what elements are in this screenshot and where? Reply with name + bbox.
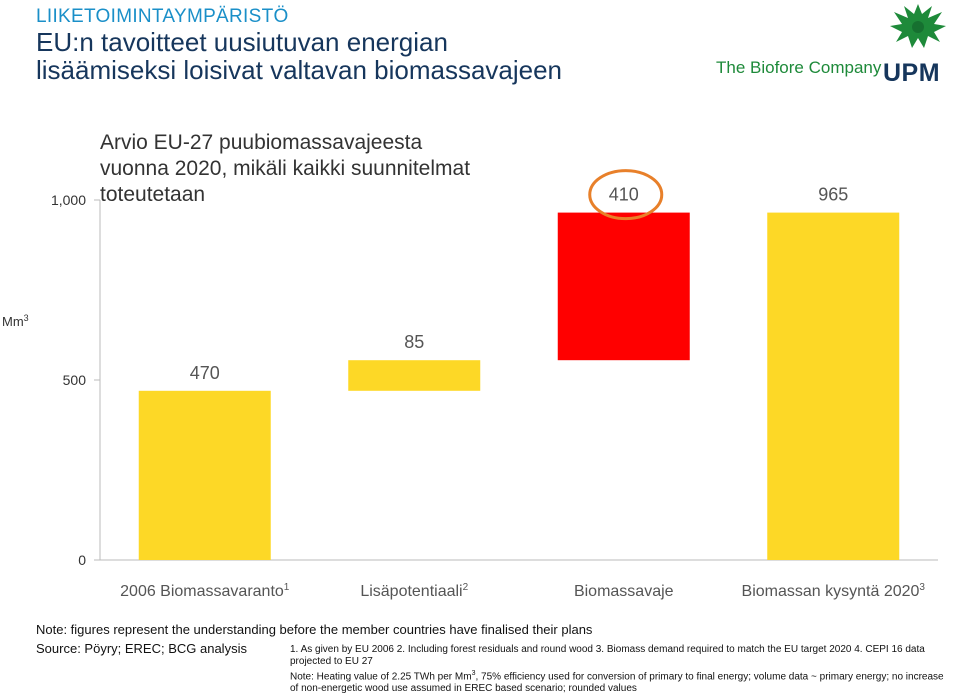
y-tick-label-0: 0 bbox=[78, 552, 86, 568]
bar-0 bbox=[138, 390, 271, 560]
bar-value-label-0: 470 bbox=[190, 363, 220, 383]
page-title-line-2: lisäämiseksi loisivat valtavan biomassav… bbox=[36, 55, 563, 85]
chart-source: Source: Pöyry; EREC; BCG analysis bbox=[36, 641, 247, 656]
footnote-line-2: Note: Heating value of 2.25 TWh per Mm3,… bbox=[290, 670, 944, 695]
y-tick-label-2: 1,000 bbox=[51, 192, 86, 208]
bar-3 bbox=[767, 212, 900, 560]
page-title-line-1: EU:n tavoitteet uusiutuvan energian bbox=[36, 27, 448, 57]
category-label-2: Biomassavaje bbox=[574, 583, 674, 600]
griffin-logo-icon bbox=[888, 2, 948, 59]
chart-title-line-2: vuonna 2020, mikäli kaikki suunnitelmat bbox=[100, 157, 471, 180]
bar-2 bbox=[557, 212, 690, 361]
bar-value-label-1: 85 bbox=[404, 332, 424, 352]
highlight-circle bbox=[588, 169, 664, 221]
chart-title-line-3: toteutetaan bbox=[100, 183, 206, 206]
footnotes: 1. As given by EU 2006 2. Including fore… bbox=[290, 644, 952, 695]
chart-title-line-1: Arvio EU-27 puubiomassavajeesta bbox=[100, 131, 423, 154]
bar-value-label-2: 410 bbox=[609, 185, 639, 205]
footnote-line-1: 1. As given by EU 2006 2. Including fore… bbox=[290, 644, 925, 667]
bar-1 bbox=[348, 360, 481, 391]
category-label-1: Lisäpotentiaali2 bbox=[360, 582, 468, 600]
chart-note: Note: figures represent the understandin… bbox=[36, 622, 593, 637]
chart-title: Arvio EU-27 puubiomassavajeesta vuonna 2… bbox=[100, 130, 470, 208]
category-label-3: Biomassan kysyntä 20203 bbox=[742, 582, 926, 600]
bar-value-label-3: 965 bbox=[818, 185, 848, 205]
brand-tagline: The Biofore Company bbox=[716, 58, 882, 77]
section-label: LIIKETOIMINTAYMPÄRISTÖ bbox=[36, 6, 289, 27]
y-tick-label-1: 500 bbox=[63, 372, 87, 388]
brand-name: UPM bbox=[883, 59, 941, 87]
waterfall-chart: Mm3 0 500 1,000 470 85 410 965 2006 Biomassav… bbox=[2, 169, 938, 600]
y-axis-label: Mm3 bbox=[2, 313, 29, 329]
category-label-0: 2006 Biomassavaranto1 bbox=[120, 582, 290, 600]
page-title: EU:n tavoitteet uusiutuvan energian lisä… bbox=[36, 28, 562, 84]
